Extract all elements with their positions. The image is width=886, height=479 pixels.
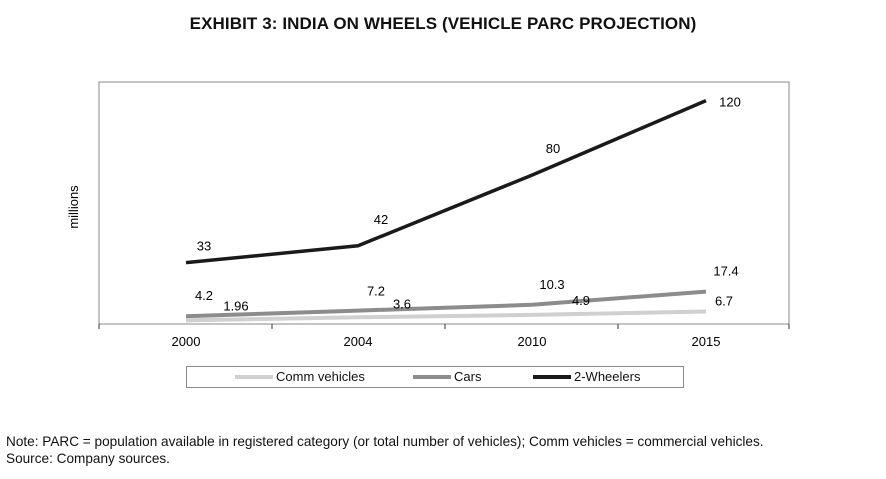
legend-label: Cars — [454, 369, 482, 384]
footnote: Note: PARC = population available in reg… — [6, 433, 764, 467]
legend-label: 2-Wheelers — [574, 369, 641, 384]
legend: Comm vehicles Cars 2-Wheelers — [186, 366, 684, 388]
series-line-comm-vehicles — [185, 309, 707, 323]
legend-item: 2-Wheelers — [533, 369, 640, 384]
data-label: 17.4 — [713, 264, 738, 279]
series-line-2-wheelers — [185, 98, 707, 265]
data-label: 80 — [546, 141, 560, 156]
data-label: 6.7 — [715, 294, 733, 309]
chart-title: EXHIBIT 3: INDIA ON WHEELS (VEHICLE PARC… — [189, 14, 697, 33]
data-label: 33 — [197, 239, 211, 254]
legend-item: Cars — [413, 369, 481, 384]
x-tick-label: 2010 — [518, 334, 547, 349]
x-tick-label: 2000 — [172, 334, 201, 349]
data-label: 4.2 — [195, 288, 213, 303]
data-label: 3.6 — [393, 296, 411, 311]
y-axis-label: millions — [66, 185, 81, 229]
legend-swatch — [235, 374, 273, 379]
plot-area — [98, 81, 790, 325]
data-label: 42 — [374, 212, 388, 227]
legend-label: Comm vehicles — [276, 369, 365, 384]
data-label: 7.2 — [367, 284, 385, 299]
data-label: 10.3 — [539, 277, 564, 292]
x-tick-label: 2015 — [692, 334, 721, 349]
data-label: 4.9 — [572, 293, 590, 308]
x-tick-label: 2004 — [344, 334, 373, 349]
series-line-cars — [185, 289, 707, 319]
data-label: 120 — [719, 95, 741, 110]
source-text: Source: Company sources. — [6, 451, 170, 466]
data-label: 1.96 — [223, 298, 248, 313]
legend-item: Comm vehicles — [235, 369, 365, 384]
legend-swatch — [533, 374, 571, 379]
legend-swatch — [413, 374, 451, 379]
note-text: Note: PARC = population available in reg… — [6, 434, 764, 449]
